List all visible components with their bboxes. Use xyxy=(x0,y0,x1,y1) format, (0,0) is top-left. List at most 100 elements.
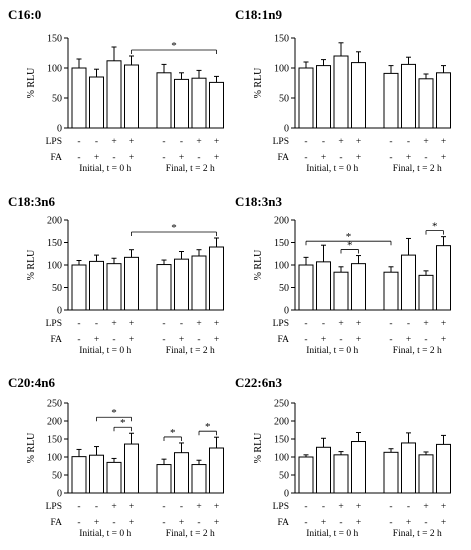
condition-symbol: + xyxy=(111,502,116,512)
condition-symbol: - xyxy=(304,518,307,528)
condition-row-label: LPS xyxy=(273,319,289,329)
condition-symbol: - xyxy=(407,502,410,512)
condition-symbol: + xyxy=(423,137,428,147)
condition-symbol: + xyxy=(356,518,361,528)
condition-row-label: FA xyxy=(51,153,63,163)
y-tick-label: 200 xyxy=(274,417,289,428)
condition-symbol: - xyxy=(162,335,165,345)
condition-symbol: + xyxy=(441,319,446,329)
condition-symbol: + xyxy=(321,518,326,528)
panel-title: C16:0 xyxy=(8,7,41,22)
bar xyxy=(71,264,87,311)
y-axis-label: % RLU xyxy=(26,249,37,281)
condition-symbol: + xyxy=(196,137,201,147)
bar xyxy=(71,456,87,494)
condition-symbol: - xyxy=(162,502,165,512)
y-tick-label: 0 xyxy=(57,124,62,135)
bar xyxy=(436,72,451,129)
condition-symbol: - xyxy=(389,518,392,528)
bar xyxy=(333,55,349,129)
significance-marker: * xyxy=(171,40,177,52)
condition-symbol: + xyxy=(406,153,411,163)
y-tick-label: 150 xyxy=(274,34,289,45)
significance-marker: * xyxy=(347,240,353,252)
y-tick-label: 50 xyxy=(52,471,62,482)
group-label: Initial, t = 0 h xyxy=(306,164,358,174)
bar xyxy=(401,63,416,129)
condition-symbol: + xyxy=(406,335,411,345)
condition-symbol: + xyxy=(338,502,343,512)
bar xyxy=(124,443,139,494)
y-tick-label: 150 xyxy=(274,435,289,446)
bar xyxy=(124,64,139,129)
bar xyxy=(89,260,104,311)
bar xyxy=(298,67,314,129)
condition-symbol: + xyxy=(214,137,219,147)
condition-row-label: LPS xyxy=(46,137,62,147)
condition-symbol: + xyxy=(94,335,99,345)
condition-symbol: + xyxy=(129,137,134,147)
condition-symbol: - xyxy=(180,319,183,329)
group-label: Initial, t = 0 h xyxy=(79,529,131,539)
group-label: Final, t = 2 h xyxy=(393,529,442,539)
condition-symbol: + xyxy=(356,502,361,512)
condition-symbol: + xyxy=(214,335,219,345)
bar xyxy=(89,454,104,494)
condition-symbol: + xyxy=(196,319,201,329)
condition-symbol: + xyxy=(338,319,343,329)
bar xyxy=(89,76,104,129)
bar xyxy=(106,263,122,311)
condition-symbol: - xyxy=(407,137,410,147)
condition-symbol: + xyxy=(321,335,326,345)
condition-symbol: - xyxy=(304,153,307,163)
condition-symbol: + xyxy=(356,335,361,345)
bar xyxy=(174,452,189,494)
condition-symbol: - xyxy=(197,335,200,345)
significance-marker: * xyxy=(205,421,211,433)
condition-row-label: LPS xyxy=(46,319,62,329)
condition-symbol: + xyxy=(129,153,134,163)
bar xyxy=(436,443,451,494)
condition-symbol: - xyxy=(77,502,80,512)
condition-symbol: + xyxy=(406,518,411,528)
group-label: Final, t = 2 h xyxy=(166,164,215,174)
group-label: Final, t = 2 h xyxy=(393,164,442,174)
group-label: Final, t = 2 h xyxy=(166,529,215,539)
condition-symbol: - xyxy=(339,153,342,163)
bar xyxy=(106,461,122,494)
y-tick-label: 100 xyxy=(274,261,289,272)
condition-symbol: - xyxy=(304,502,307,512)
condition-symbol: - xyxy=(389,335,392,345)
bar xyxy=(298,456,314,494)
y-tick-label: 200 xyxy=(47,417,62,428)
bar xyxy=(418,78,434,129)
condition-symbol: - xyxy=(77,137,80,147)
y-tick-label: 50 xyxy=(52,283,62,294)
y-tick-label: 0 xyxy=(57,489,62,500)
condition-symbol: + xyxy=(423,502,428,512)
condition-symbol: + xyxy=(94,518,99,528)
significance-marker: * xyxy=(432,221,438,233)
bar xyxy=(383,271,399,311)
bar xyxy=(436,245,451,311)
group-label: Final, t = 2 h xyxy=(393,346,442,356)
panel-title: C18:3n6 xyxy=(8,194,55,209)
bar xyxy=(351,263,366,311)
panel-title: C18:1n9 xyxy=(235,7,282,22)
condition-symbol: - xyxy=(424,335,427,345)
condition-symbol: - xyxy=(304,335,307,345)
bar xyxy=(418,274,434,311)
condition-symbol: + xyxy=(129,502,134,512)
bar xyxy=(156,264,172,311)
condition-symbol: + xyxy=(321,153,326,163)
condition-row-label: FA xyxy=(51,518,63,528)
y-tick-label: 150 xyxy=(47,34,62,45)
condition-row-label: FA xyxy=(278,518,290,528)
condition-row-label: LPS xyxy=(46,502,62,512)
bar xyxy=(71,67,87,129)
condition-symbol: + xyxy=(94,153,99,163)
bar xyxy=(316,65,331,129)
significance-marker: * xyxy=(120,417,126,429)
y-tick-label: 150 xyxy=(47,238,62,249)
condition-symbol: - xyxy=(95,319,98,329)
